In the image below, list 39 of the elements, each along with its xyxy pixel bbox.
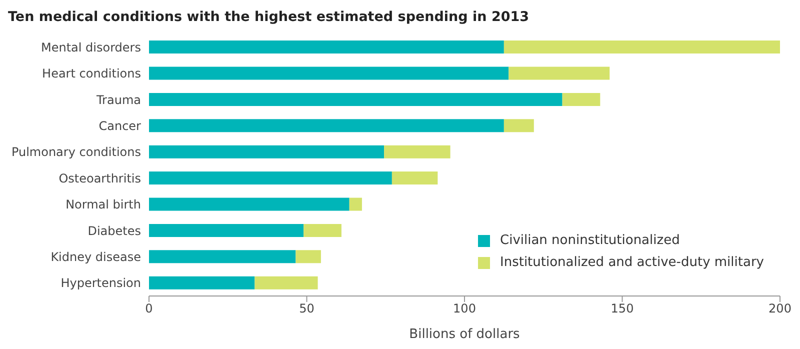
bar (149, 40, 504, 54)
y-tick-label: Diabetes (88, 224, 141, 238)
bar (149, 276, 255, 290)
y-tick-label: Hypertension (60, 276, 141, 290)
x-tick-label: 50 (299, 302, 314, 316)
bar (149, 119, 504, 132)
bar (149, 172, 392, 185)
y-tick-label: Trauma (95, 92, 141, 107)
y-tick-label: Heart conditions (42, 66, 141, 81)
y-tick-label: Kidney disease (50, 250, 141, 264)
bar (296, 250, 321, 264)
bar (149, 66, 509, 80)
bar (149, 224, 304, 237)
bar (562, 92, 600, 106)
bar (254, 276, 318, 290)
legend-label: Institutionalized and active-duty military (500, 254, 764, 272)
x-tick-label: 200 (768, 302, 792, 316)
bar (349, 198, 362, 211)
x-tick-label: 0 (145, 302, 153, 316)
chart-title: Ten medical conditions with the highest estimated spending in 2013 (8, 8, 530, 27)
bar (149, 198, 350, 211)
bar (149, 145, 384, 158)
y-tick-label: Osteoarthritis (58, 171, 141, 186)
bar (384, 145, 450, 158)
bar (149, 250, 296, 264)
y-tick-label: Normal birth (66, 198, 141, 212)
bar (149, 92, 562, 106)
legend-label: Civilian noninstitutionalized (500, 232, 680, 250)
x-tick-label: 100 (453, 302, 476, 316)
y-tick-label: Cancer (98, 118, 142, 133)
bar (504, 119, 534, 132)
x-axis-title: Billions of dollars (409, 327, 520, 342)
bar (304, 224, 342, 237)
bar (392, 172, 438, 185)
bar (508, 66, 610, 80)
bar (504, 40, 780, 54)
y-tick-label: Pulmonary conditions (11, 145, 141, 160)
x-tick-label: 150 (610, 302, 634, 316)
y-tick-label: Mental disorders (40, 40, 141, 54)
